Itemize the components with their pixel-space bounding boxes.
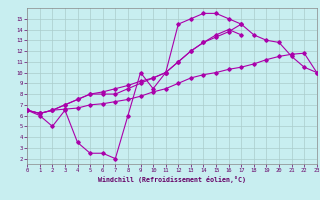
X-axis label: Windchill (Refroidissement éolien,°C): Windchill (Refroidissement éolien,°C)	[98, 176, 246, 183]
